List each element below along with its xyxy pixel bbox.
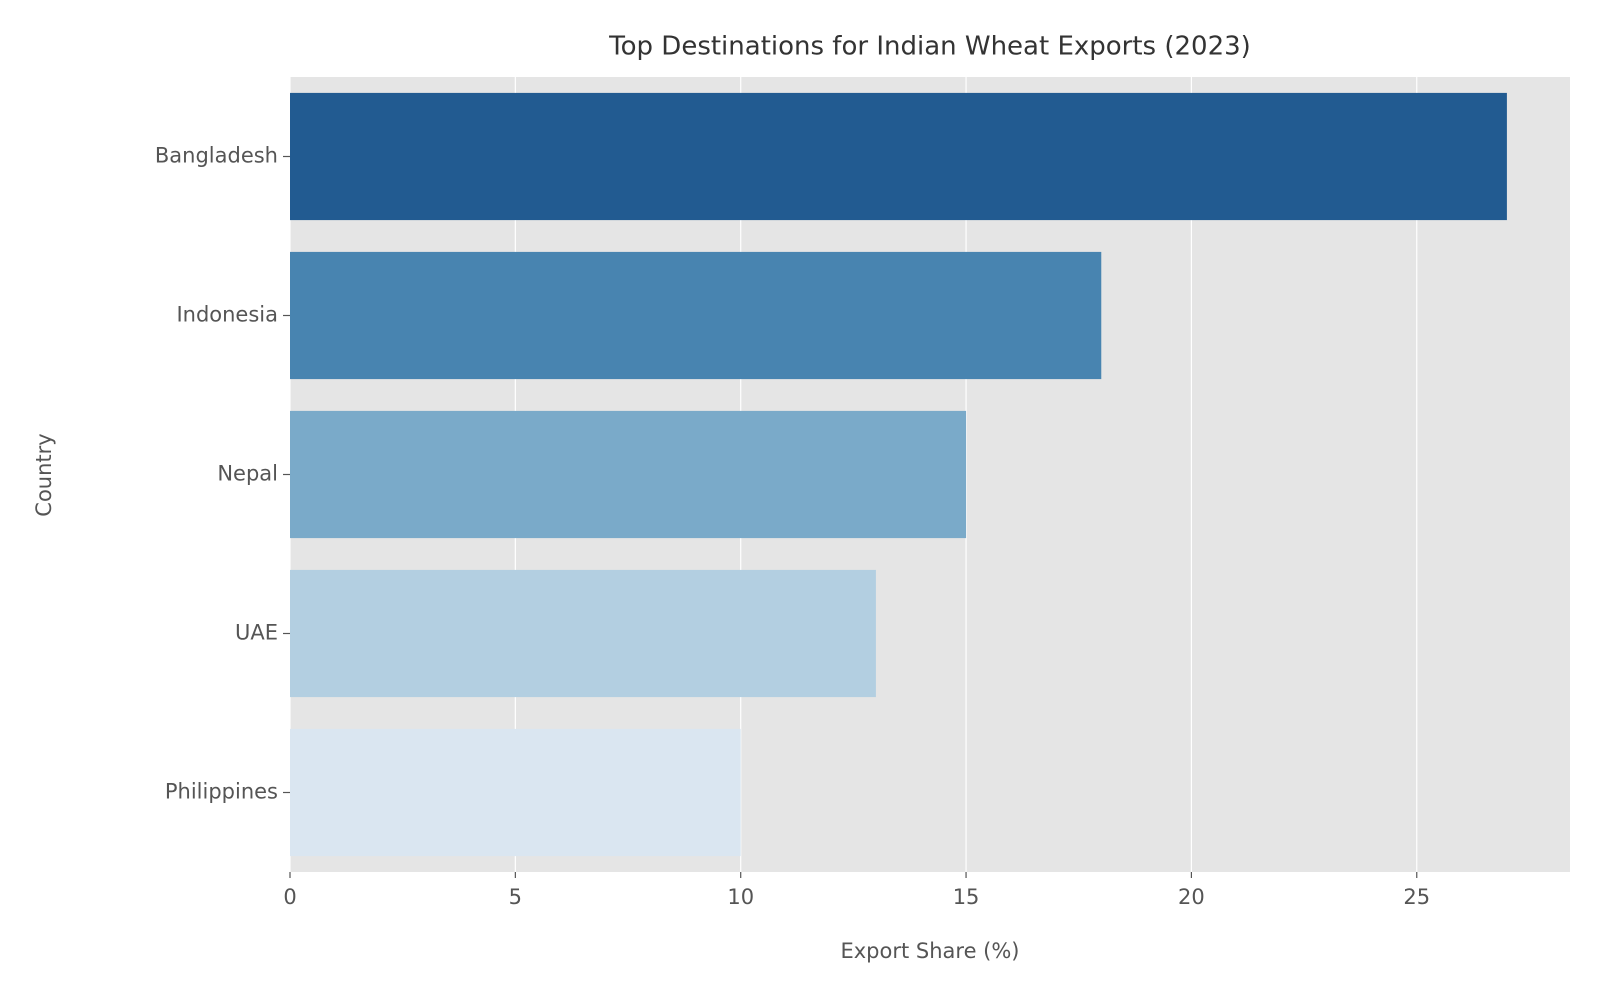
bar bbox=[290, 92, 1507, 221]
chart-title: Top Destinations for Indian Wheat Export… bbox=[608, 32, 1251, 62]
x-axis-label: Export Share (%) bbox=[840, 939, 1019, 963]
y-tick-label: Nepal bbox=[217, 462, 278, 486]
x-tick-label: 20 bbox=[1178, 885, 1205, 909]
y-tick-label: Indonesia bbox=[176, 303, 278, 327]
x-tick-label: 15 bbox=[953, 885, 980, 909]
y-tick-label: UAE bbox=[235, 621, 278, 645]
bar bbox=[290, 251, 1102, 380]
y-tick-label: Philippines bbox=[165, 780, 278, 804]
bar bbox=[290, 569, 876, 698]
x-tick-label: 0 bbox=[283, 885, 296, 909]
x-tick-label: 5 bbox=[509, 885, 522, 909]
bar bbox=[290, 728, 741, 857]
x-tick-label: 25 bbox=[1403, 885, 1430, 909]
bar bbox=[290, 410, 967, 539]
y-axis-label: Country bbox=[32, 433, 56, 516]
x-tick-label: 10 bbox=[727, 885, 754, 909]
y-tick-label: Bangladesh bbox=[155, 144, 278, 168]
